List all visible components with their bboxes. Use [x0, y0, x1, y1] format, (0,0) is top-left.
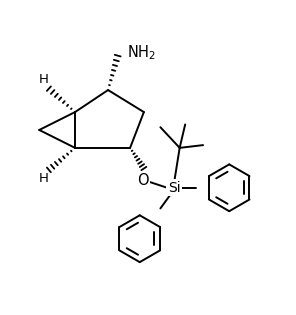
Text: NH$_2$: NH$_2$ — [127, 43, 156, 62]
Text: O: O — [137, 174, 149, 188]
Text: H: H — [39, 73, 49, 86]
Text: H: H — [39, 172, 49, 185]
Text: Si: Si — [168, 180, 181, 194]
